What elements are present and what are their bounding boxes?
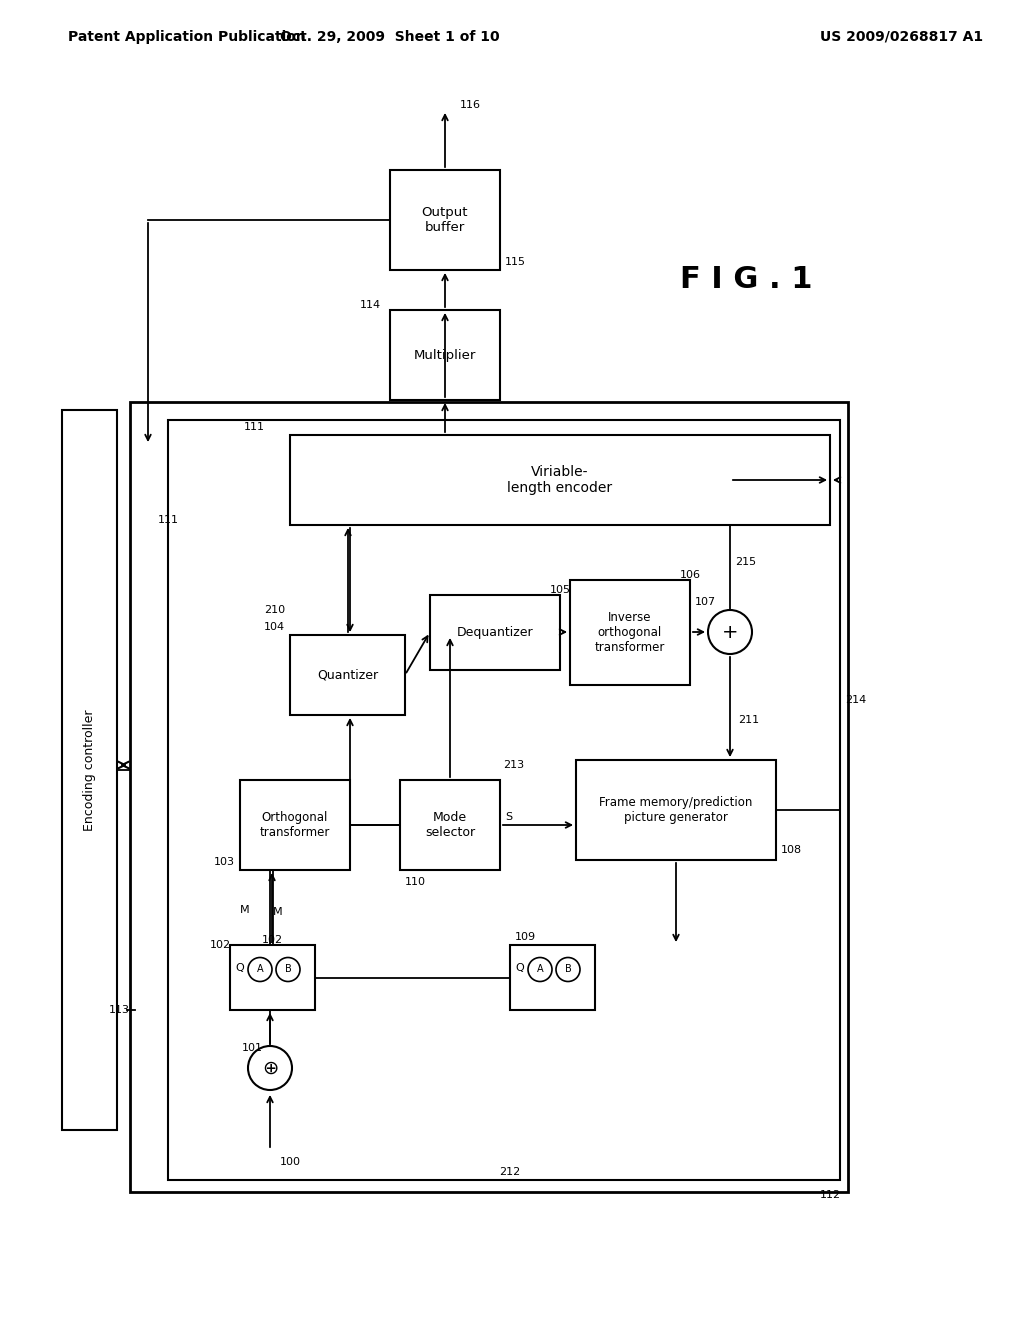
Text: 212: 212 — [500, 1167, 520, 1177]
Bar — [575, 760, 776, 861]
Text: 102: 102 — [210, 940, 231, 950]
Text: Dequantizer: Dequantizer — [457, 626, 534, 639]
Bar — [430, 595, 560, 671]
Bar — [240, 780, 350, 870]
Text: Mode
selector: Mode selector — [425, 810, 475, 840]
Text: 114: 114 — [360, 300, 381, 310]
Text: Orthogonal
transformer: Orthogonal transformer — [260, 810, 330, 840]
Bar — [230, 945, 315, 1010]
Text: US 2009/0268817 A1: US 2009/0268817 A1 — [820, 30, 983, 44]
Text: 106: 106 — [680, 570, 701, 579]
Bar — [290, 635, 406, 715]
Bar — [130, 403, 848, 1192]
Bar — [390, 310, 500, 400]
Text: Multiplier: Multiplier — [414, 348, 476, 362]
Text: Oct. 29, 2009  Sheet 1 of 10: Oct. 29, 2009 Sheet 1 of 10 — [281, 30, 500, 44]
Text: 103: 103 — [214, 857, 234, 867]
Text: 215: 215 — [735, 557, 756, 568]
Text: +: + — [722, 623, 738, 642]
Text: 115: 115 — [505, 257, 526, 267]
Text: 214: 214 — [845, 696, 866, 705]
Text: B: B — [564, 965, 571, 974]
Text: 108: 108 — [781, 845, 802, 855]
Text: Frame memory/prediction
picture generator: Frame memory/prediction picture generato… — [599, 796, 753, 824]
Text: F I G . 1: F I G . 1 — [680, 265, 812, 294]
Text: Quantizer: Quantizer — [317, 668, 378, 681]
Text: 100: 100 — [280, 1158, 301, 1167]
Text: Output
buffer: Output buffer — [422, 206, 468, 234]
Text: 107: 107 — [695, 597, 716, 607]
Text: Viriable-
length encoder: Viriable- length encoder — [508, 465, 612, 495]
Text: 213: 213 — [503, 760, 524, 770]
Text: ⊕: ⊕ — [262, 1059, 279, 1077]
Bar — [390, 170, 500, 271]
Text: 113: 113 — [109, 1005, 130, 1015]
Text: 210: 210 — [264, 605, 285, 615]
Text: 101: 101 — [242, 1043, 263, 1053]
Bar — [290, 436, 830, 525]
Text: 111: 111 — [244, 422, 265, 432]
Text: 102: 102 — [262, 935, 283, 945]
Text: Q: Q — [515, 962, 523, 973]
Text: S: S — [505, 812, 512, 822]
Text: 112: 112 — [820, 1191, 841, 1200]
Bar — [510, 945, 595, 1010]
Text: 110: 110 — [406, 876, 426, 887]
Text: 111: 111 — [158, 515, 179, 525]
Text: Encoding controller: Encoding controller — [83, 709, 96, 830]
Text: 104: 104 — [264, 622, 285, 632]
Bar — [62, 411, 117, 1130]
Text: 105: 105 — [550, 585, 571, 595]
Text: Inverse
orthogonal
transformer: Inverse orthogonal transformer — [595, 611, 666, 653]
Text: A: A — [257, 965, 263, 974]
Text: B: B — [285, 965, 292, 974]
Text: M: M — [240, 906, 250, 915]
Text: 109: 109 — [515, 932, 537, 942]
Text: 116: 116 — [460, 100, 481, 110]
Text: A: A — [537, 965, 544, 974]
Text: Patent Application Publication: Patent Application Publication — [68, 30, 306, 44]
Text: Q: Q — [234, 962, 244, 973]
Bar — [570, 579, 690, 685]
Bar — [168, 420, 840, 1180]
Bar — [400, 780, 500, 870]
Text: 211: 211 — [738, 715, 759, 725]
Text: M: M — [273, 907, 283, 917]
